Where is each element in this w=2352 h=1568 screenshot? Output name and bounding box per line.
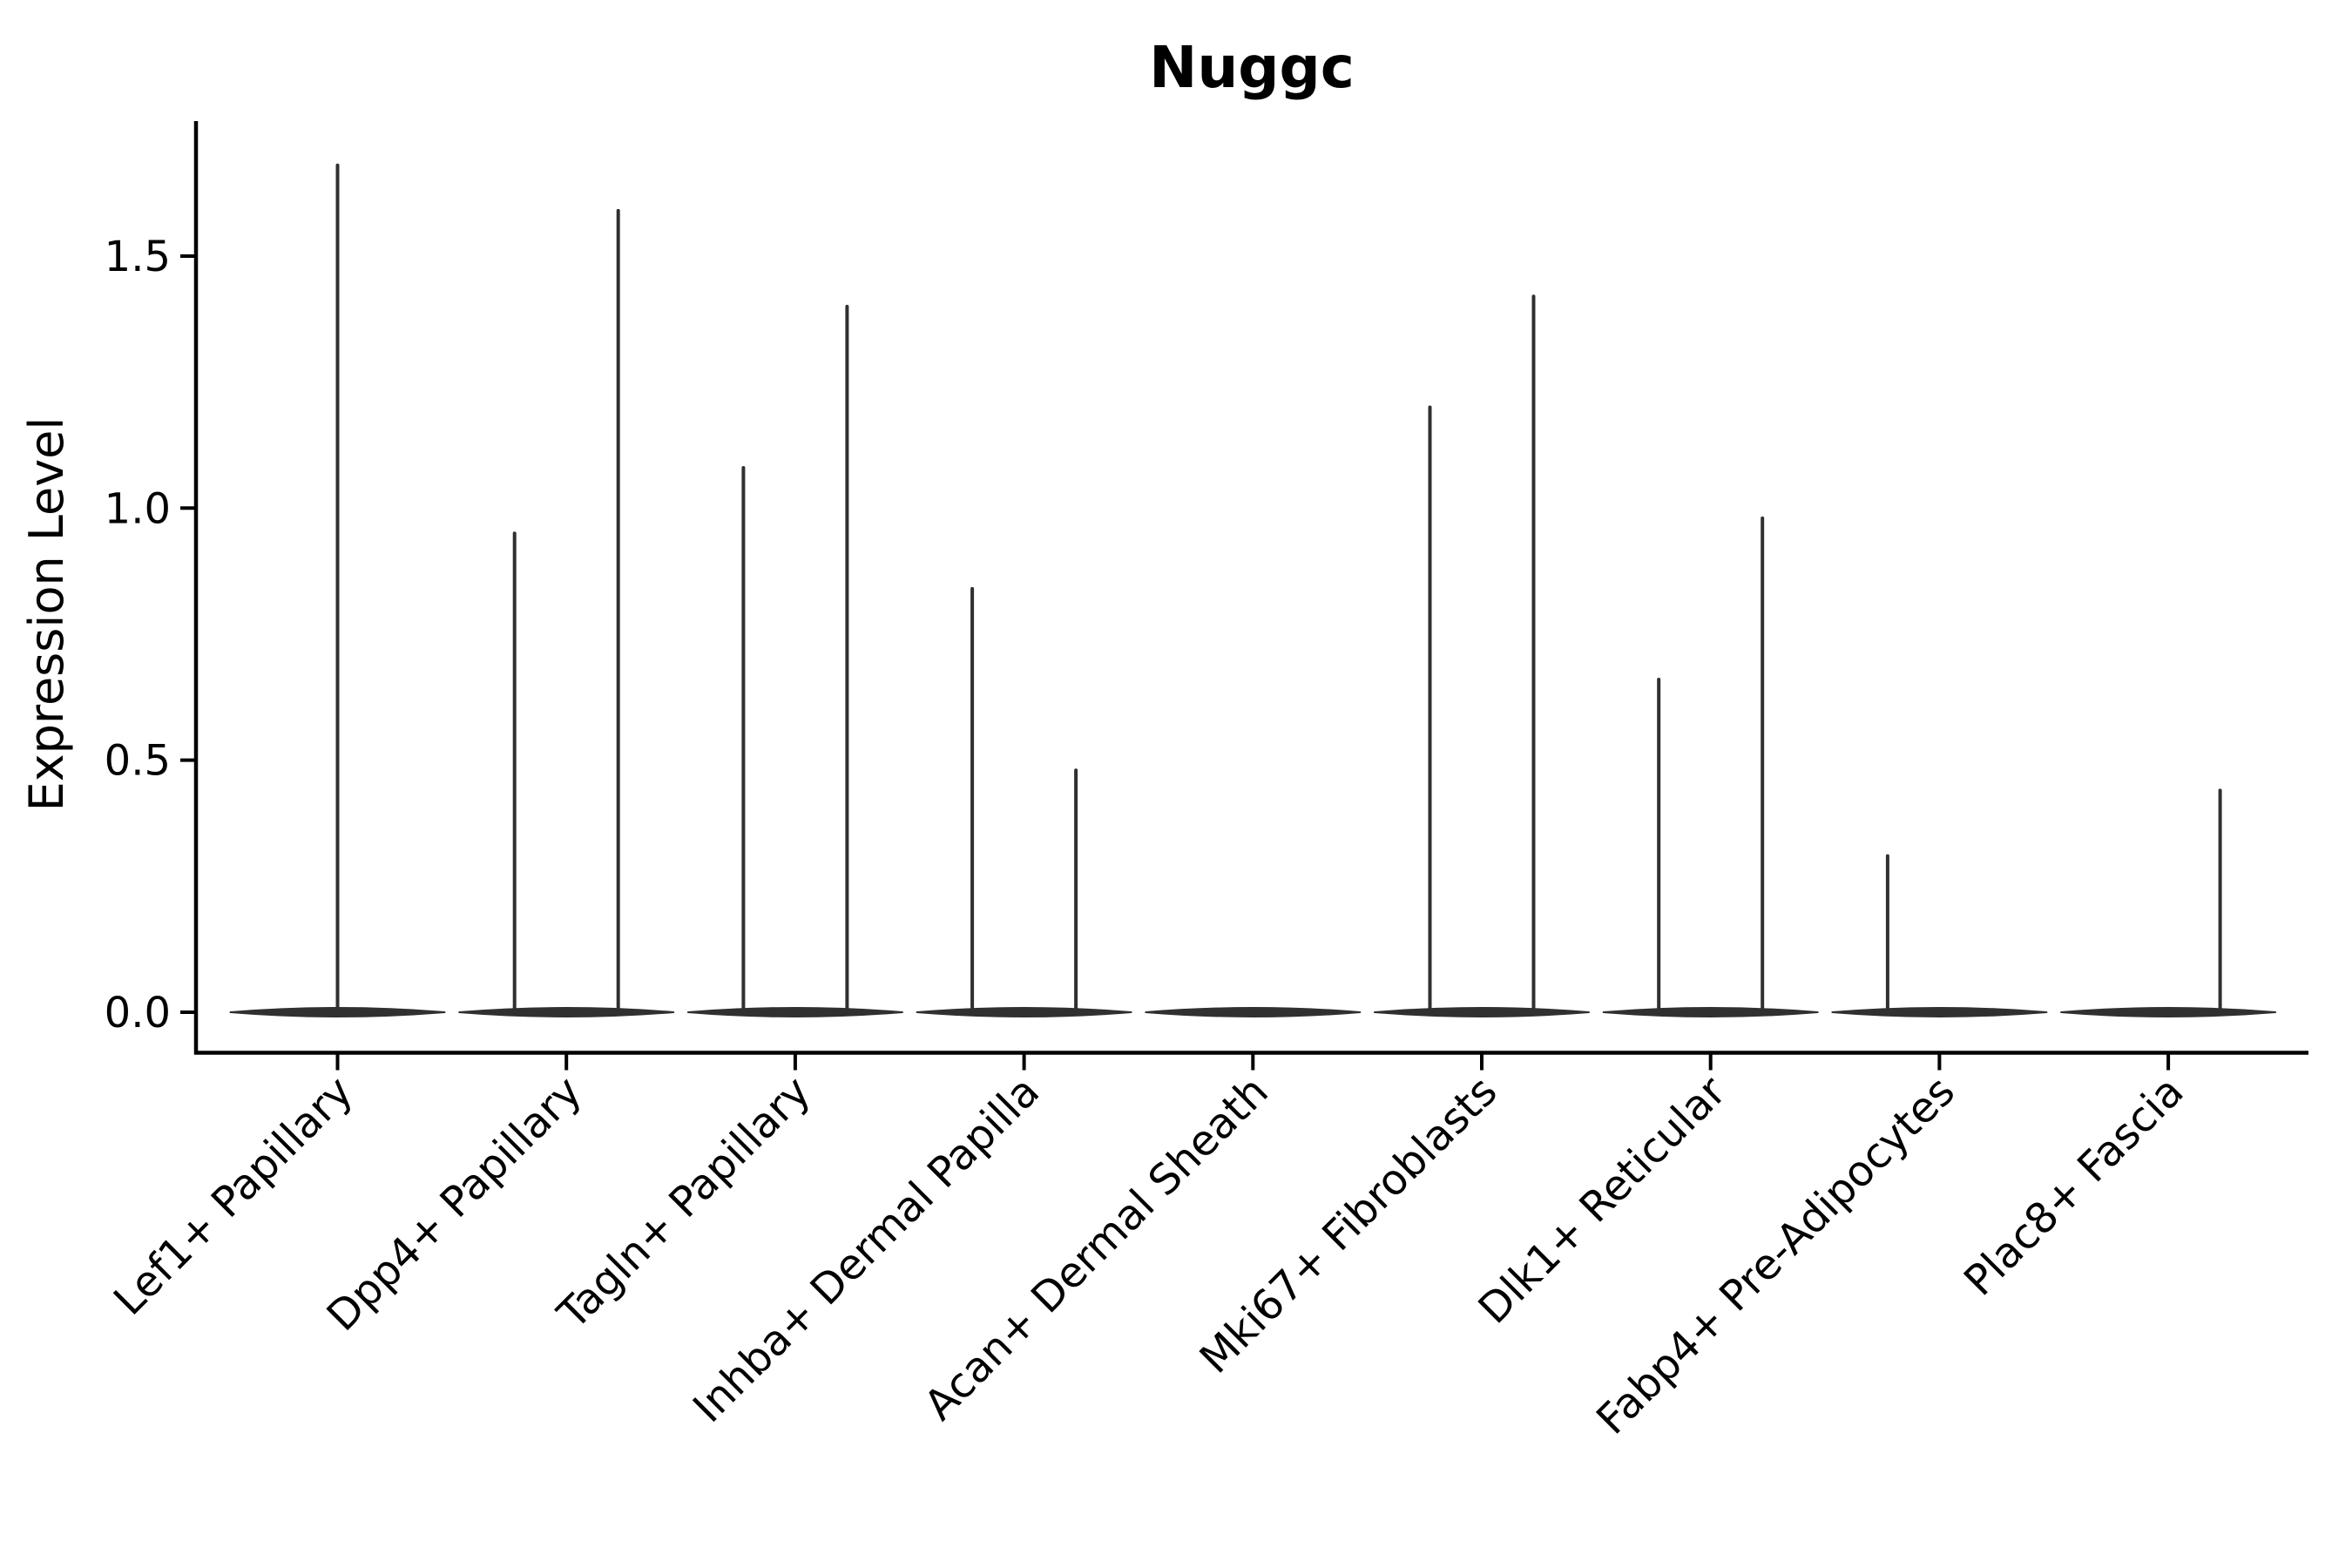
x-tick-label: Dpp4+ Papillary: [318, 1067, 591, 1341]
violin-baseline: [1145, 1007, 1362, 1017]
axis-spines: [193, 121, 2308, 1055]
violin-group: [2060, 788, 2277, 1017]
violin-series: [229, 163, 2277, 1017]
violin-group: [458, 208, 675, 1017]
violin-group: [1831, 854, 2048, 1017]
violin-baseline: [2060, 1007, 2277, 1017]
y-axis-label: Expression Level: [19, 417, 74, 812]
violin-group: [1374, 294, 1590, 1017]
violin-group: [1145, 1007, 1362, 1017]
y-axis-ticks: 0.0 0.5 1.0 1.5: [105, 233, 196, 1037]
y-tick-label: 0.0: [105, 989, 171, 1037]
y-tick-label: 1.0: [105, 484, 171, 533]
chart-title: Nuggc: [1149, 34, 1355, 101]
x-tick-label: Tagln+ Papillary: [548, 1067, 820, 1339]
violin-group: [916, 586, 1132, 1017]
violin-baseline: [686, 1007, 903, 1017]
x-tick-label: Lef1+ Papillary: [105, 1067, 362, 1325]
violin-baseline: [1602, 1007, 1819, 1017]
x-tick-label: Plac8+ Fascia: [1955, 1067, 2193, 1306]
violin-baseline: [1831, 1007, 2048, 1017]
violin-baseline: [1374, 1007, 1590, 1017]
y-tick-label: 0.5: [105, 737, 171, 786]
y-tick-label: 1.5: [105, 233, 171, 281]
x-tick-label: Dlk1+ Reticular: [1470, 1067, 1736, 1334]
violin-group: [686, 304, 903, 1017]
violin-group: [229, 163, 446, 1017]
violin-group: [1602, 516, 1819, 1017]
violin-baseline: [916, 1007, 1132, 1017]
violin-baseline: [458, 1007, 675, 1017]
